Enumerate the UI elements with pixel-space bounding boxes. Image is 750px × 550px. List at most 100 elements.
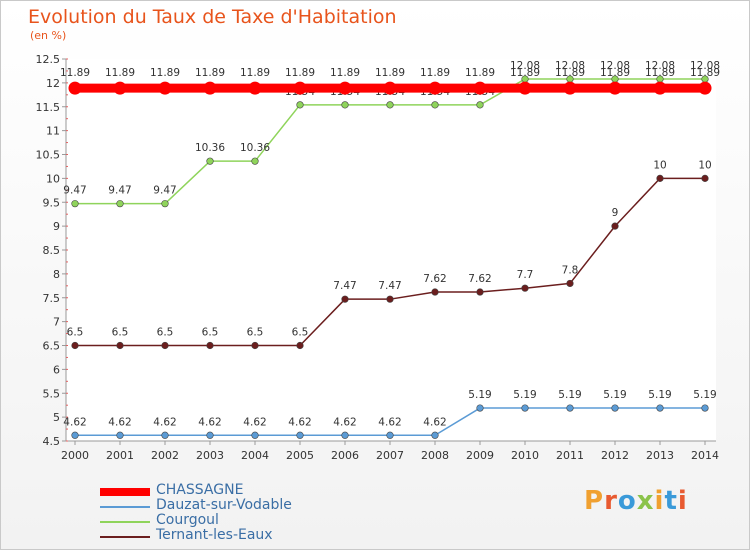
data-label-courgoul: 12.08 bbox=[555, 60, 585, 72]
legend-label: Dauzat-sur-Vodable bbox=[156, 497, 292, 513]
x-tick-label: 2010 bbox=[511, 449, 539, 462]
data-label-dauzat-sur-vodable: 4.62 bbox=[333, 416, 356, 428]
data-point-chassagne bbox=[383, 81, 397, 95]
data-label-dauzat-sur-vodable: 4.62 bbox=[423, 416, 446, 428]
data-point-chassagne bbox=[428, 81, 442, 95]
data-point-ternant-les-eaux bbox=[161, 341, 169, 350]
x-tick-label: 2013 bbox=[646, 449, 674, 462]
data-point-courgoul bbox=[431, 101, 439, 109]
data-point-dauzat-sur-vodable bbox=[431, 431, 439, 439]
data-point-dauzat-sur-vodable bbox=[206, 431, 214, 439]
x-tick-label: 2000 bbox=[61, 449, 89, 462]
data-point-chassagne bbox=[608, 81, 622, 95]
data-point-chassagne bbox=[338, 81, 352, 95]
data-point-chassagne bbox=[248, 81, 262, 95]
x-tick-label: 2005 bbox=[286, 449, 314, 462]
data-label-chassagne: 11.89 bbox=[420, 67, 450, 79]
legend-swatch bbox=[100, 536, 150, 538]
data-label-dauzat-sur-vodable: 5.19 bbox=[558, 389, 581, 401]
data-point-courgoul bbox=[71, 200, 79, 208]
y-tick-label: 11.5 bbox=[36, 101, 61, 114]
data-label-dauzat-sur-vodable: 5.19 bbox=[603, 389, 626, 401]
data-point-dauzat-sur-vodable bbox=[341, 431, 349, 439]
chart-title: Evolution du Taux de Taxe d'Habitation bbox=[28, 6, 397, 28]
data-label-courgoul: 9.47 bbox=[153, 185, 176, 197]
data-point-courgoul bbox=[116, 200, 124, 208]
data-label-ternant-les-eaux: 7.47 bbox=[378, 280, 401, 292]
data-point-chassagne bbox=[293, 81, 307, 95]
data-label-dauzat-sur-vodable: 4.62 bbox=[63, 416, 86, 428]
data-point-ternant-les-eaux bbox=[431, 288, 439, 296]
data-label-ternant-les-eaux: 7.8 bbox=[562, 264, 579, 276]
x-tick-label: 2014 bbox=[691, 449, 719, 462]
y-tick-label: 5.5 bbox=[43, 387, 61, 400]
y-tick-label: 7 bbox=[53, 316, 60, 329]
data-point-chassagne bbox=[203, 81, 217, 95]
data-label-ternant-les-eaux: 6.5 bbox=[112, 327, 129, 339]
data-point-dauzat-sur-vodable bbox=[71, 431, 79, 439]
data-point-chassagne bbox=[473, 81, 487, 95]
legend-label: CHASSAGNE bbox=[156, 482, 244, 498]
y-tick-label: 8 bbox=[53, 268, 60, 281]
data-label-chassagne: 11.89 bbox=[690, 67, 720, 79]
data-label-dauzat-sur-vodable: 4.62 bbox=[153, 416, 176, 428]
data-label-courgoul: 9.47 bbox=[63, 185, 86, 197]
y-tick-label: 5 bbox=[53, 411, 60, 424]
data-point-chassagne bbox=[158, 81, 172, 95]
data-point-chassagne bbox=[653, 81, 667, 95]
data-point-ternant-les-eaux bbox=[566, 279, 574, 288]
y-tick-label: 4.5 bbox=[43, 435, 61, 448]
data-label-courgoul: 12.08 bbox=[690, 60, 720, 72]
data-label-dauzat-sur-vodable: 4.62 bbox=[108, 416, 131, 428]
data-label-chassagne: 11.89 bbox=[150, 67, 180, 79]
data-label-chassagne: 11.89 bbox=[195, 67, 225, 79]
y-tick-label: 9.5 bbox=[43, 196, 61, 209]
y-tick-label: 6 bbox=[53, 363, 60, 376]
data-label-ternant-les-eaux: 6.5 bbox=[292, 327, 309, 339]
data-point-ternant-les-eaux bbox=[116, 341, 124, 350]
data-point-chassagne bbox=[113, 81, 127, 95]
line-chart: 4.5 5 5.5 6 6.5 7 7.5 8 8.5 9 9.5 10 10.5 11 11.5 12 12.… bbox=[36, 53, 721, 462]
data-label-ternant-les-eaux: 6.5 bbox=[157, 327, 174, 339]
data-point-dauzat-sur-vodable bbox=[476, 404, 484, 412]
data-label-chassagne: 11.89 bbox=[285, 67, 315, 79]
data-point-ternant-les-eaux bbox=[701, 174, 709, 182]
data-label-courgoul: 12.08 bbox=[510, 60, 540, 72]
data-point-courgoul bbox=[341, 101, 349, 109]
data-label-ternant-les-eaux: 6.5 bbox=[202, 327, 219, 339]
legend-swatch bbox=[100, 521, 150, 523]
x-tick-label: 2008 bbox=[421, 449, 449, 462]
x-tick-label: 2012 bbox=[601, 449, 629, 462]
x-tick-label: 2003 bbox=[196, 449, 224, 462]
legend-label: Courgoul bbox=[156, 512, 219, 528]
y-tick-label: 6.5 bbox=[43, 340, 61, 353]
data-label-ternant-les-eaux: 7.62 bbox=[423, 273, 446, 285]
data-label-chassagne: 11.89 bbox=[555, 67, 585, 79]
chart-subtitle: (en %) bbox=[30, 29, 67, 42]
x-tick-label: 2002 bbox=[151, 449, 179, 462]
data-point-ternant-les-eaux bbox=[296, 341, 304, 350]
x-tick-label: 2009 bbox=[466, 449, 494, 462]
data-label-ternant-les-eaux: 7.62 bbox=[468, 273, 491, 285]
data-point-dauzat-sur-vodable bbox=[521, 404, 529, 412]
data-point-dauzat-sur-vodable bbox=[611, 404, 619, 412]
x-tick-label: 2007 bbox=[376, 449, 404, 462]
data-point-ternant-les-eaux bbox=[611, 222, 619, 230]
data-point-chassagne bbox=[68, 81, 82, 95]
data-point-ternant-les-eaux bbox=[656, 174, 664, 182]
data-label-chassagne: 11.89 bbox=[510, 67, 540, 79]
y-tick-label: 9 bbox=[53, 220, 60, 233]
data-label-dauzat-sur-vodable: 4.62 bbox=[378, 416, 401, 428]
data-point-courgoul bbox=[386, 101, 394, 109]
data-point-courgoul bbox=[251, 157, 259, 165]
data-point-courgoul bbox=[161, 200, 169, 208]
data-point-dauzat-sur-vodable bbox=[251, 431, 259, 439]
data-label-chassagne: 11.89 bbox=[600, 67, 630, 79]
y-tick-label: 11 bbox=[46, 125, 60, 138]
data-label-chassagne: 11.89 bbox=[330, 67, 360, 79]
data-label-courgoul: 12.08 bbox=[645, 60, 675, 72]
data-label-dauzat-sur-vodable: 4.62 bbox=[288, 416, 311, 428]
data-point-ternant-les-eaux bbox=[206, 341, 214, 350]
legend-swatch bbox=[100, 488, 150, 496]
data-label-chassagne: 11.89 bbox=[60, 67, 90, 79]
